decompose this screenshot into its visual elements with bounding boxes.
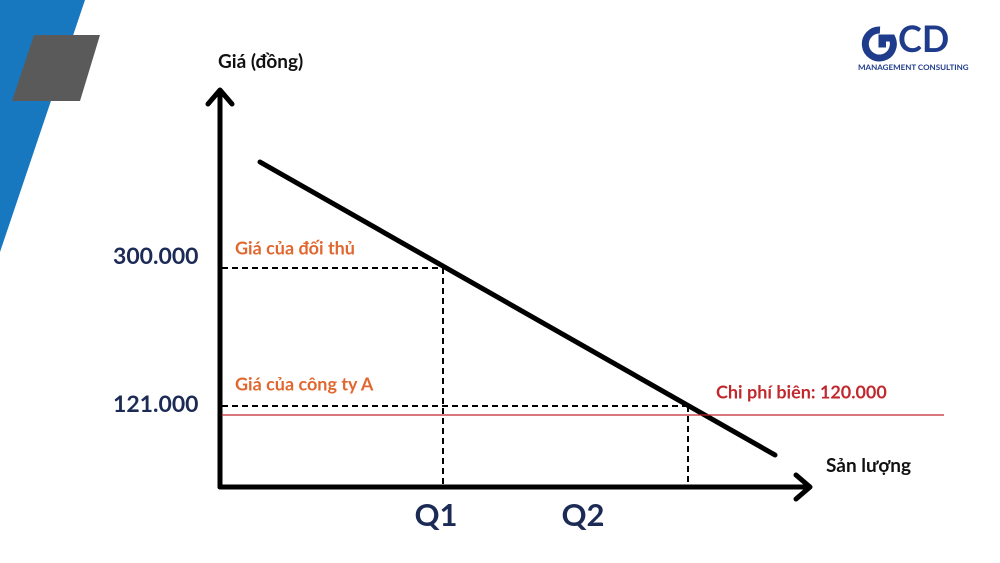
x-tick-label: Q2 bbox=[561, 495, 604, 533]
annotation: Giá của đối thủ bbox=[235, 237, 355, 259]
y-tick-label: 300.000 bbox=[113, 241, 199, 269]
decor-block bbox=[12, 35, 100, 101]
y-tick-label: 121.000 bbox=[113, 389, 199, 417]
x-axis-label: Sản lượng bbox=[826, 454, 911, 477]
logo-icon bbox=[861, 26, 897, 62]
x-axis-arrow bbox=[793, 472, 813, 502]
demand-line bbox=[257, 159, 778, 458]
annotation: Giá của công ty A bbox=[235, 373, 374, 395]
logo: CD MANAGEMENT CONSULTING bbox=[858, 16, 969, 72]
y-axis-label: Giá (đồng) bbox=[218, 50, 303, 73]
logo-brand: CD bbox=[898, 16, 949, 60]
annotation: Chi phí biên: 120.000 bbox=[716, 381, 887, 403]
x-tick-label: Q1 bbox=[414, 495, 457, 533]
logo-subtitle: MANAGEMENT CONSULTING bbox=[858, 62, 969, 72]
y-axis-arrow bbox=[205, 87, 235, 107]
